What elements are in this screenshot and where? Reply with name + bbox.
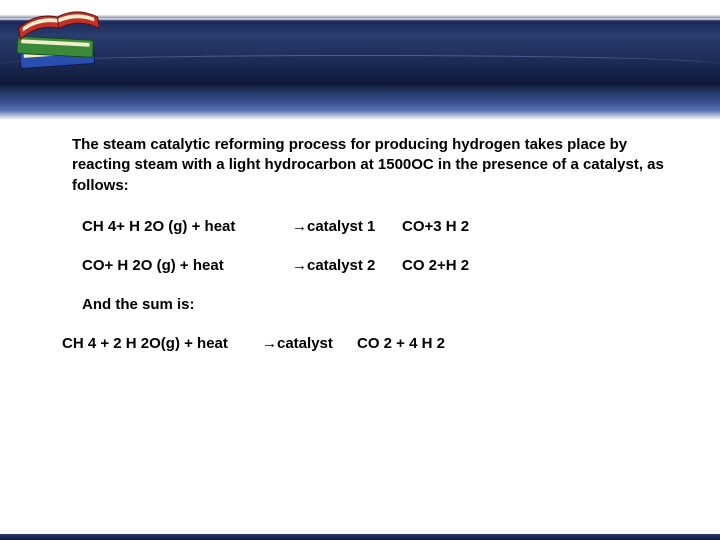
sum-mid: →catalyst <box>262 335 357 352</box>
eq2-left: CO+ H 2O (g) + heat <box>82 257 292 274</box>
intro-text: The steam catalytic reforming process fo… <box>72 135 680 196</box>
sum-label: And the sum is: <box>82 296 680 313</box>
eq2-mid: →catalyst 2 <box>292 257 402 274</box>
slide-content: The steam catalytic reforming process fo… <box>72 135 680 352</box>
books-icon <box>12 2 107 82</box>
header-band <box>0 0 720 120</box>
sum-left: CH 4 + 2 H 2O(g) + heat <box>62 335 262 352</box>
eq1-mid: →catalyst 1 <box>292 218 402 235</box>
eq2-right: CO 2+H 2 <box>402 257 469 274</box>
sum-right: CO 2 + 4 H 2 <box>357 335 445 352</box>
footer-band <box>0 534 720 540</box>
equation-row: CO+ H 2O (g) + heat →catalyst 2 CO 2+H 2 <box>82 257 680 274</box>
header-curve <box>0 55 720 115</box>
header-shine <box>0 18 720 20</box>
eq1-right: CO+3 H 2 <box>402 218 469 235</box>
eq1-left: CH 4+ H 2O (g) + heat <box>82 218 292 235</box>
sum-row: CH 4 + 2 H 2O(g) + heat →catalyst CO 2 +… <box>62 335 680 352</box>
equation-row: CH 4+ H 2O (g) + heat →catalyst 1 CO+3 H… <box>82 218 680 235</box>
